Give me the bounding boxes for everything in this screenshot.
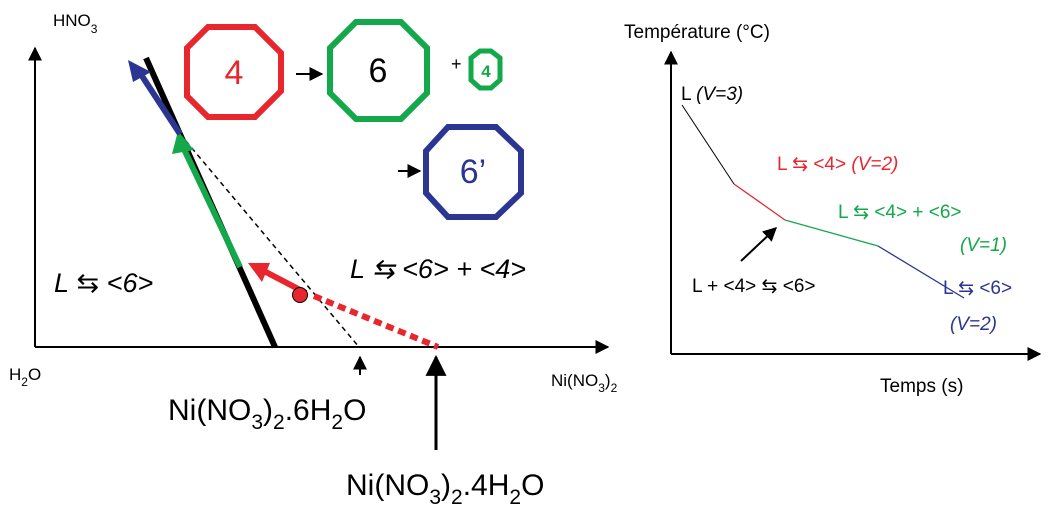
curve-segment-liquid-4-6: [784, 219, 879, 247]
right-cooling-curve: Température (°C) Temps (s) L (V=3) L ⇆ <…: [624, 22, 1042, 397]
octagon-4-red-label: 4: [225, 54, 244, 92]
blue-arrow: [137, 71, 183, 136]
octagon-6-green-label: 6: [369, 52, 388, 90]
label-liquid-6: L ⇆ <6>: [943, 278, 1012, 299]
label-v1: (V=1): [960, 235, 1007, 256]
curve-segment-liquid-6: [877, 245, 965, 299]
h2o-origin-label: H2O: [9, 365, 41, 389]
green-arrow: [179, 143, 243, 269]
left-ternary-diagram: HNO3 H2O Ni(NO3)2 Ni(NO3)2.6H2O: [9, 11, 618, 508]
curve-segment-liquid: [681, 104, 735, 185]
plus-sign: +: [451, 54, 462, 74]
red-arrow-head: [248, 263, 270, 282]
red-tie-segment: [312, 293, 440, 350]
composition-point: [292, 287, 308, 303]
curve-segment-liquid-4: [733, 183, 786, 221]
time-axis-label: Temps (s): [880, 376, 963, 397]
tetrahydrate-label: Ni(NO3)2.4H2O: [346, 469, 544, 508]
region-label-liquid-6-4: L ⇆ <6> + <4>: [350, 254, 526, 284]
octagon-4-red: 4: [184, 24, 284, 120]
tie-line-dashed: [179, 133, 360, 348]
octagon-4-green-small: 4: [468, 48, 503, 91]
octagon-6prime-blue: 6’: [423, 124, 524, 220]
temperature-axis-label: Température (°C): [624, 22, 770, 43]
hexahydrate-label: Ni(NO3)2.6H2O: [168, 394, 366, 434]
label-v2-blue: (V=2): [950, 314, 997, 335]
octagon-6prime-blue-label: 6’: [460, 153, 486, 191]
green-arrow-head: [172, 131, 194, 154]
peritectic-pointer: [740, 227, 778, 262]
label-liquid-v3: L (V=3): [681, 84, 743, 105]
nino3-axis-label: Ni(NO3)2: [551, 371, 618, 395]
blue-arrow-head: [128, 60, 151, 82]
hno3-axis-label: HNO3: [53, 11, 98, 36]
octagon-4-green-small-label: 4: [481, 62, 491, 81]
label-peritectic: L + <4> ⇆ <6>: [692, 276, 816, 297]
label-liquid-4-6: L ⇆ <4> + <6>: [838, 202, 962, 223]
label-liquid-4-v2: L ⇆ <4> (V=2): [777, 154, 898, 175]
region-label-liquid-6: L ⇆ <6>: [54, 268, 153, 298]
octagon-6-green: 6: [327, 19, 430, 122]
